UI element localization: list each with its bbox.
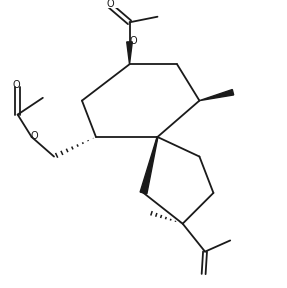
Text: O: O (130, 36, 137, 46)
Text: O: O (12, 80, 20, 90)
Polygon shape (127, 42, 132, 64)
Polygon shape (140, 137, 158, 194)
Text: O: O (106, 0, 114, 9)
Polygon shape (199, 90, 234, 101)
Text: O: O (31, 131, 38, 141)
